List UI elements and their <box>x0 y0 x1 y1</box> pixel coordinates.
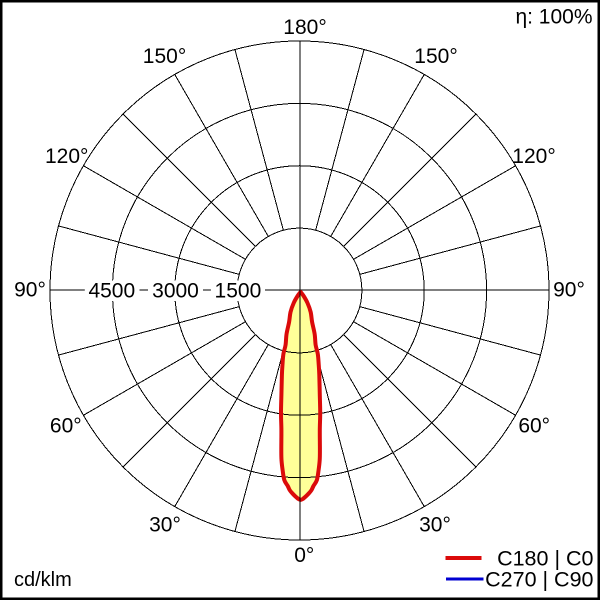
svg-text:0°: 0° <box>294 544 314 567</box>
svg-text:60°: 60° <box>518 415 550 438</box>
svg-text:η: 100%: η: 100% <box>515 6 592 29</box>
svg-text:3000: 3000 <box>152 279 199 302</box>
svg-text:120°: 120° <box>512 145 555 168</box>
svg-text:1500: 1500 <box>215 279 262 302</box>
svg-text:150°: 150° <box>143 45 186 68</box>
svg-text:cd/klm: cd/klm <box>14 569 72 591</box>
svg-text:180°: 180° <box>283 16 326 39</box>
svg-text:C180 | C0: C180 | C0 <box>497 547 593 571</box>
svg-text:120°: 120° <box>45 145 88 168</box>
svg-text:90°: 90° <box>553 278 585 301</box>
svg-text:4500: 4500 <box>88 279 135 302</box>
svg-text:30°: 30° <box>149 514 181 537</box>
svg-text:150°: 150° <box>414 45 457 68</box>
svg-text:60°: 60° <box>50 415 82 438</box>
svg-text:90°: 90° <box>14 278 46 301</box>
svg-text:30°: 30° <box>419 514 451 537</box>
svg-text:C270 | C90: C270 | C90 <box>485 568 593 592</box>
